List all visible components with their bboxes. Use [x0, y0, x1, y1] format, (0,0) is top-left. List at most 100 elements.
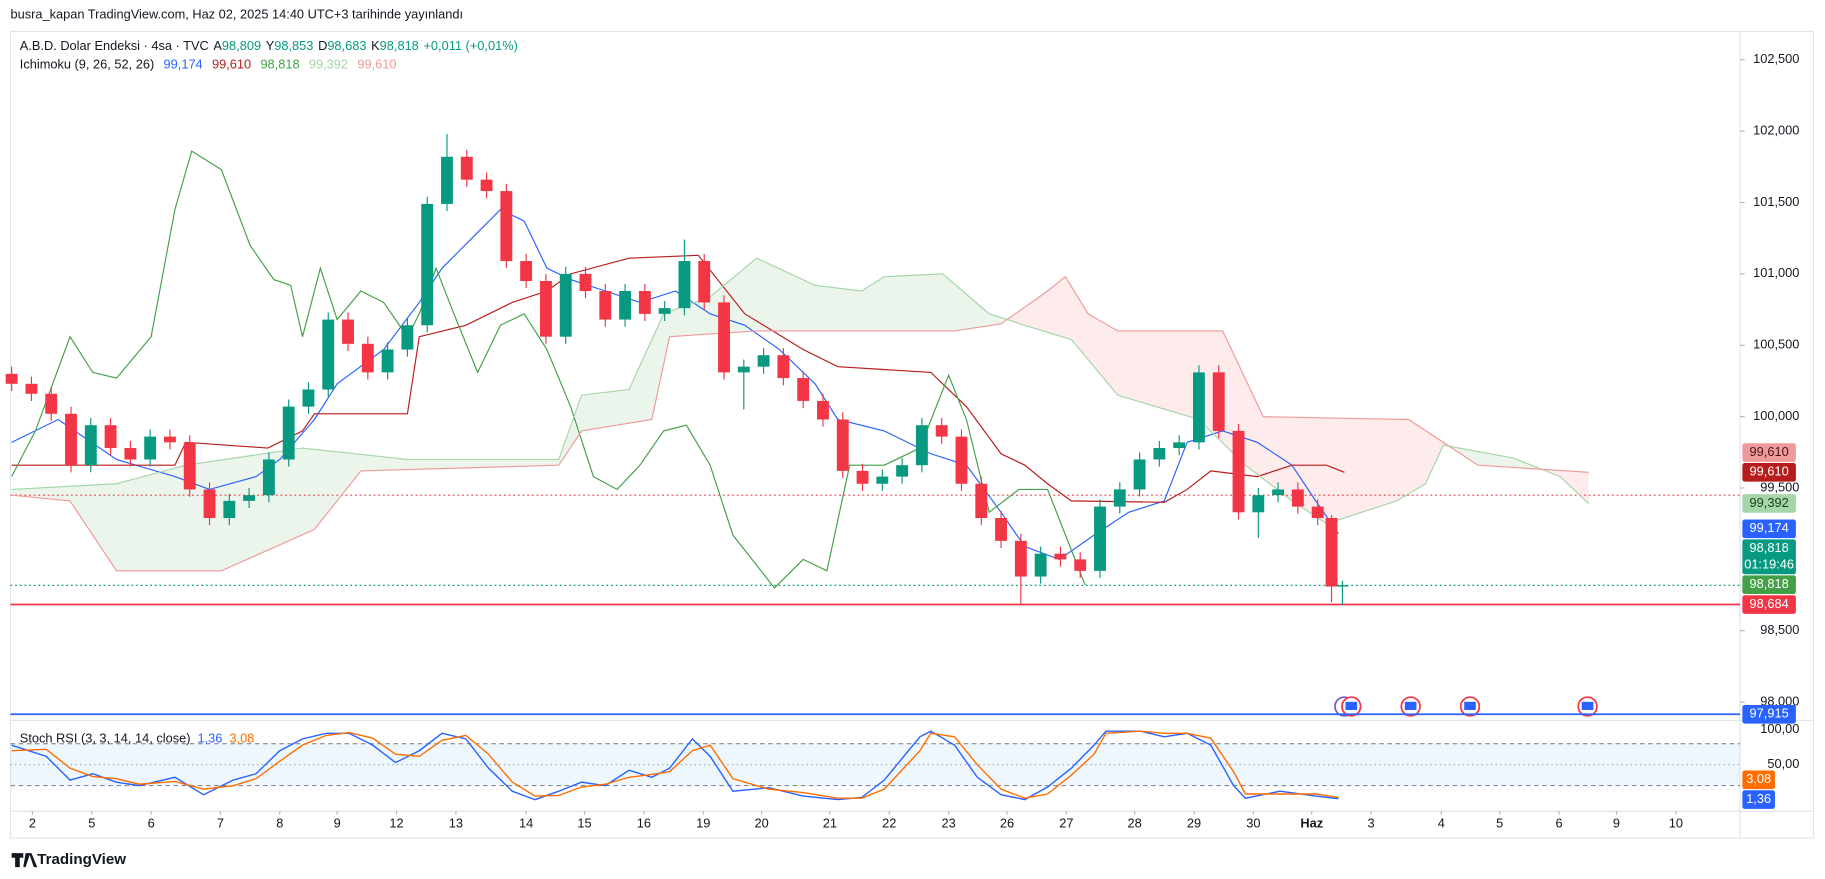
candle-body	[1054, 553, 1067, 560]
price-label: 99,610	[1750, 464, 1789, 479]
x-tick-label: 22	[882, 815, 896, 830]
y-tick-label: 100,500	[1753, 337, 1799, 352]
candle-body	[223, 500, 236, 519]
flag	[1404, 701, 1417, 710]
x-tick-label: 30	[1246, 815, 1260, 830]
y-tick-label: 101,500	[1753, 194, 1799, 209]
candle-body	[203, 489, 216, 519]
legend-text: 3,08	[229, 730, 254, 745]
price-label: 99,174	[1750, 520, 1789, 535]
candle-body	[1193, 372, 1205, 443]
candle-body	[797, 378, 810, 401]
candle-body	[1272, 489, 1285, 496]
candle-body	[25, 383, 38, 394]
legend-text: 98,809	[222, 38, 261, 53]
legend-text: 99,610	[212, 57, 251, 72]
x-tick-label: 10	[1669, 815, 1683, 830]
x-tick-label: 15	[577, 815, 591, 830]
x-tick-label: 16	[637, 815, 651, 830]
candle-body	[1034, 553, 1047, 577]
candle-body	[421, 203, 434, 326]
candle-body	[282, 406, 295, 460]
candle-body	[84, 425, 97, 466]
candle-body	[1173, 442, 1186, 449]
legend-text: D	[318, 38, 327, 53]
candle-body	[322, 319, 335, 390]
candle-body	[262, 459, 275, 496]
candle-body	[65, 413, 77, 466]
stoch-line	[11, 730, 1339, 799]
price-label-box	[1742, 519, 1796, 539]
price-label-box	[1742, 575, 1796, 595]
candle-body	[737, 366, 750, 373]
x-tick-label: 9	[334, 815, 341, 830]
candle-body	[124, 448, 137, 460]
candle-body	[599, 291, 612, 320]
candle-body	[381, 349, 394, 373]
candle-body	[441, 156, 453, 204]
price-label-box	[1742, 494, 1796, 513]
ichimoku-line	[11, 254, 1345, 503]
candle-body	[1153, 448, 1166, 460]
candle-body	[302, 389, 315, 407]
candle-body	[698, 261, 711, 303]
x-tick-label: 4	[1438, 815, 1445, 830]
price-label: 97,915	[1750, 706, 1789, 721]
candle-body	[777, 355, 790, 379]
legend-text: 99,610	[357, 57, 396, 72]
candle-body	[559, 273, 572, 337]
candle-body	[144, 436, 157, 460]
candle-body	[1133, 459, 1146, 490]
flag	[1464, 701, 1476, 710]
price-label-box	[1742, 595, 1796, 614]
ichimoku-line	[11, 208, 1339, 561]
price-label: 98,684	[1750, 596, 1789, 611]
legend-text: 98,818	[380, 38, 419, 53]
candle-body	[401, 325, 414, 350]
candle-body	[1336, 585, 1349, 587]
legend-text: A	[213, 38, 222, 53]
candle-body	[718, 302, 730, 373]
x-tick-label: 14	[519, 815, 533, 830]
frame	[9, 30, 1814, 839]
legend-text: 98,853	[274, 38, 313, 53]
y-tick-label: 98,000	[1760, 694, 1799, 709]
x-tick-label: 8	[276, 815, 283, 830]
candle-body	[1291, 489, 1304, 507]
candle-body	[1014, 540, 1027, 577]
candle-body	[1311, 506, 1324, 519]
price-label-box	[1742, 443, 1796, 462]
x-tick-label: 21	[823, 815, 837, 830]
candle-body	[45, 393, 58, 414]
candle-body	[619, 291, 632, 320]
candle-body	[243, 495, 256, 501]
event-icons	[1334, 696, 1598, 717]
candle-body	[1232, 430, 1245, 513]
x-tick-label: 20	[755, 815, 769, 830]
candle-body	[915, 425, 928, 466]
y-tick-label: 102,500	[1753, 51, 1799, 66]
y-tick-label: 102,000	[1753, 122, 1799, 137]
candle-body	[1252, 495, 1265, 513]
candle-body	[638, 291, 651, 314]
y-tick-label: 101,000	[1753, 265, 1799, 280]
ichimoku-line	[11, 257, 1590, 525]
candle-body	[579, 273, 592, 292]
candle-body	[1094, 506, 1106, 571]
candle-body	[361, 343, 374, 373]
x-tick-label: 29	[1187, 815, 1201, 830]
x-tick-label: 28	[1128, 815, 1142, 830]
y-tick-label: 98,500	[1760, 622, 1799, 637]
candle-body	[856, 470, 869, 484]
price-label: 99,392	[1750, 495, 1789, 510]
publish-header: busra_kapan TradingView.com, Haz 02, 202…	[10, 7, 463, 22]
x-tick-label: 9	[1613, 815, 1620, 830]
x-tick-label: 23	[942, 815, 956, 830]
price-label-box	[1742, 539, 1796, 575]
ichimoku-line	[11, 275, 1589, 572]
candle-body	[658, 308, 671, 314]
candle-body	[520, 261, 533, 282]
footer-text: TradingView	[37, 851, 126, 868]
x-tick-label: 13	[449, 815, 463, 830]
